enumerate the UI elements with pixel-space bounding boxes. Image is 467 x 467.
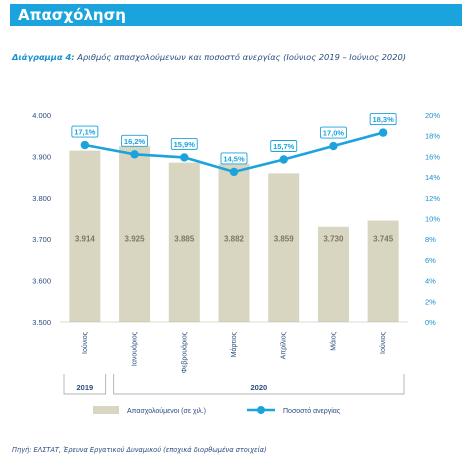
left-axis-tick-label: 3.500 bbox=[32, 318, 51, 327]
left-axis-tick-label: 3.600 bbox=[32, 277, 51, 286]
right-axis-tick-label: 20% bbox=[425, 111, 440, 120]
legend-swatch-employed bbox=[93, 406, 119, 414]
unemployment-rate-label: 15,9% bbox=[174, 140, 196, 149]
x-axis-category-label: Ιούνιος bbox=[81, 331, 89, 354]
employed-bar-value-label: 3.882 bbox=[224, 234, 245, 243]
year-group-bracket bbox=[113, 374, 405, 395]
unemployment-rate-point bbox=[329, 141, 338, 151]
unemployment-rate-point bbox=[279, 155, 288, 164]
unemployment-rate-label-box bbox=[71, 125, 99, 138]
unemployment-rate-point bbox=[130, 150, 139, 159]
unemployment-rate-label-box bbox=[270, 140, 298, 152]
employed-bar bbox=[168, 162, 200, 322]
section-header-bar bbox=[10, 4, 462, 26]
right-axis-tick-label: 16% bbox=[425, 152, 440, 161]
legend-label-employed: Απασχολούμενοι (σε χιλ.) bbox=[127, 407, 206, 415]
right-axis-tick-label: 4% bbox=[425, 277, 436, 286]
employed-bar bbox=[367, 220, 399, 322]
chart-caption: Διάγραμμα 4: Αριθμός απασχολούμενων και … bbox=[12, 52, 462, 62]
unemployment-rate-label-box bbox=[121, 134, 149, 147]
x-axis-category-label: Μάιος bbox=[329, 331, 337, 350]
x-axis-category-label: Ιούνιος bbox=[379, 331, 387, 354]
left-axis-tick-label: 3.900 bbox=[32, 152, 51, 161]
unemployment-rate-label: 18,3% bbox=[373, 115, 395, 124]
x-axis-category-label: Απρίλιος bbox=[280, 331, 288, 359]
left-axis-tick-label: 4.000 bbox=[32, 111, 51, 120]
unemployment-rate-label: 14,5% bbox=[223, 154, 245, 163]
right-axis-tick-label: 10% bbox=[425, 215, 440, 224]
unemployment-rate-label-box bbox=[319, 126, 347, 139]
chart-caption-prefix: Διάγραμμα 4: bbox=[12, 52, 75, 62]
unemployment-rate-point bbox=[80, 140, 90, 150]
year-group-label: 2020 bbox=[251, 383, 268, 392]
legend-label-unemployment: Ποσοστό ανεργίας bbox=[283, 407, 341, 415]
employed-bar-value-label: 3.925 bbox=[125, 234, 146, 243]
employed-bar-value-label: 3.745 bbox=[373, 234, 394, 243]
left-axis-tick-label: 3.800 bbox=[32, 194, 51, 203]
unemployment-rate-label-box bbox=[170, 137, 198, 150]
employed-bar-value-label: 3.859 bbox=[274, 234, 295, 243]
employed-bar-value-label: 3.914 bbox=[75, 234, 96, 243]
x-axis-category-label: Ιανουάριος bbox=[131, 331, 139, 366]
unemployment-rate-label: 17,1% bbox=[74, 128, 96, 137]
employed-bar-value-label: 3.730 bbox=[323, 234, 344, 243]
legend-swatch-point-unemployment bbox=[257, 406, 265, 414]
right-axis-tick-label: 0% bbox=[425, 318, 436, 327]
right-axis-tick-label: 6% bbox=[425, 256, 436, 265]
employed-bar bbox=[317, 226, 349, 322]
unemployment-rate-label-box bbox=[369, 113, 397, 126]
section-title: Απασχόληση bbox=[18, 6, 126, 24]
year-group-bracket bbox=[63, 374, 107, 395]
unemployment-rate-point bbox=[229, 167, 239, 177]
chart-caption-text: Αριθμός απασχολούμενων και ποσοστό ανεργ… bbox=[77, 52, 407, 62]
unemployment-rate-label: 15,7% bbox=[273, 142, 295, 151]
unemployment-rate-label-box bbox=[220, 152, 248, 165]
employed-bar-value-label: 3.885 bbox=[174, 234, 195, 243]
left-axis-tick-label: 3.700 bbox=[32, 235, 51, 244]
employed-bar bbox=[268, 173, 300, 322]
employed-bar bbox=[69, 150, 101, 322]
unemployment-rate-label: 17,0% bbox=[323, 129, 345, 138]
employed-bar bbox=[218, 163, 250, 322]
unemployment-rate-point bbox=[180, 153, 189, 162]
right-axis-tick-label: 8% bbox=[425, 235, 436, 244]
right-axis-tick-label: 18% bbox=[425, 132, 440, 141]
x-axis-category-label: Φεβρουάριος bbox=[180, 331, 188, 373]
unemployment-rate-label: 16,2% bbox=[124, 137, 146, 146]
right-axis-tick-label: 2% bbox=[425, 297, 436, 306]
unemployment-rate-point bbox=[378, 128, 388, 137]
right-axis-tick-label: 12% bbox=[425, 194, 440, 203]
source-note: Πηγή: ΕΛΣΤΑΤ, Έρευνα Εργατικού Δυναμικού… bbox=[12, 446, 267, 454]
year-group-label: 2019 bbox=[77, 383, 94, 392]
employed-bar bbox=[119, 146, 151, 322]
right-axis-tick-label: 14% bbox=[425, 173, 440, 182]
x-axis-category-label: Μάρτιος bbox=[230, 331, 238, 357]
